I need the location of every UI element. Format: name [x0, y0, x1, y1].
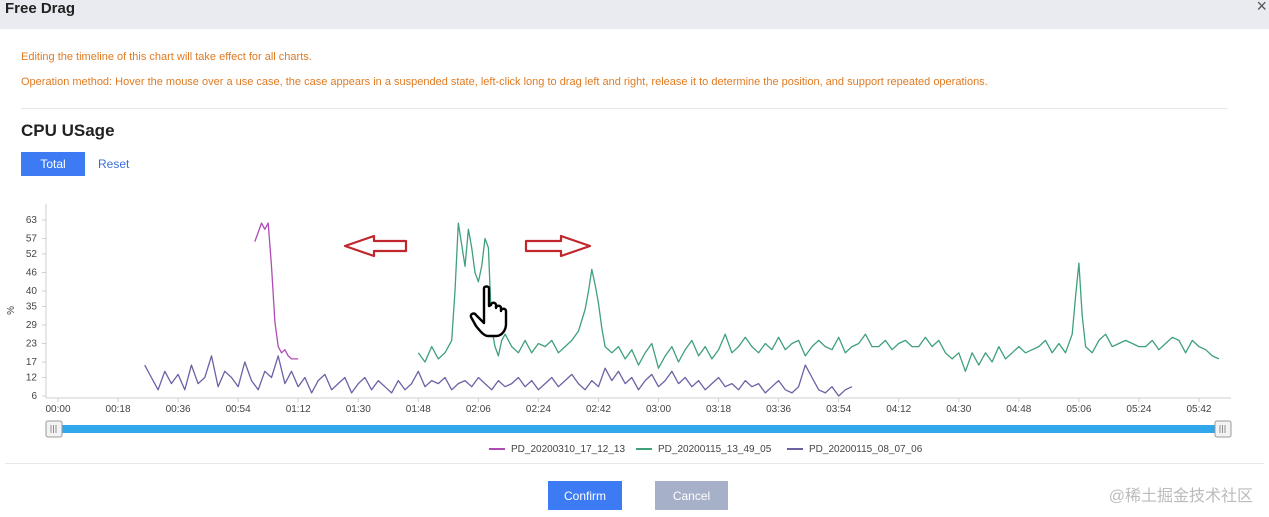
dialog-title: Free Drag: [5, 0, 76, 17]
x-tick-label: 03:00: [646, 404, 671, 415]
x-tick-label: 03:18: [706, 404, 731, 415]
y-tick-label: 12: [26, 372, 38, 383]
close-icon[interactable]: ×: [1256, 0, 1267, 16]
x-tick-label: 02:24: [526, 404, 551, 415]
x-tick-label: 04:30: [946, 404, 971, 415]
cancel-button[interactable]: Cancel: [655, 481, 728, 510]
x-tick-label: 01:12: [286, 404, 311, 415]
operation-note: Operation method: Hover the mouse over a…: [21, 76, 988, 88]
x-tick-label: 02:42: [586, 404, 611, 415]
slider-handle-right[interactable]: [1214, 420, 1232, 438]
x-tick-label: 00:54: [226, 404, 251, 415]
x-tick-label: 02:06: [466, 404, 491, 415]
watermark-text: @稀土掘金技术社区: [1108, 488, 1253, 505]
x-tick-label: 05:42: [1186, 404, 1211, 415]
hand-cursor-icon: [469, 285, 508, 338]
dialog-title-bar: [0, 0, 1269, 29]
x-tick-label: 01:30: [346, 404, 371, 415]
timeline-note: Editing the timeline of this chart will …: [21, 51, 312, 63]
y-tick-label: 29: [26, 320, 38, 331]
right-arrow-icon: [524, 234, 592, 258]
timeline-slider-track: [48, 425, 1230, 433]
legend-label: PD_20200310_17_12_13: [511, 444, 625, 455]
total-button[interactable]: Total: [21, 152, 85, 176]
x-tick-label: 04:12: [886, 404, 911, 415]
y-tick-label: 23: [26, 339, 38, 350]
reset-button[interactable]: Reset: [98, 157, 130, 171]
confirm-button[interactable]: Confirm: [548, 481, 622, 510]
cpu-usage-chart: 6 12 17 23 29 35 40 46 52 57 63% 00:00 00:18 00:36 00:…: [6, 204, 1232, 455]
legend-label: PD_20200115_13_49_05: [658, 444, 772, 455]
y-tick-label: 63: [26, 215, 38, 226]
y-tick-label: 17: [26, 357, 38, 368]
y-axis-label: %: [6, 306, 17, 315]
y-tick-label: 46: [26, 267, 38, 278]
left-arrow-icon: [343, 234, 408, 258]
x-tick-label: 05:06: [1066, 404, 1091, 415]
x-tick-label: 00:18: [106, 404, 131, 415]
series-line-PD_20200115_08_07_06: [144, 355, 853, 397]
x-tick-label: 05:24: [1126, 404, 1151, 415]
series-line-PD_20200115_13_49_05: [417, 222, 1220, 372]
y-tick-label: 35: [26, 301, 38, 312]
y-tick-label: 40: [26, 286, 38, 297]
section-title: CPU USage: [21, 121, 115, 140]
y-tick-label: 6: [31, 391, 37, 402]
x-tick-label: 04:48: [1006, 404, 1031, 415]
x-tick-label: 00:36: [166, 404, 191, 415]
x-tick-label: 00:00: [45, 404, 70, 415]
y-tick-label: 57: [26, 234, 38, 245]
y-tick-label: 52: [26, 249, 38, 260]
x-tick-label: 01:48: [406, 404, 431, 415]
header-divider: [21, 108, 1228, 109]
legend-label: PD_20200115_08_07_06: [809, 444, 923, 455]
x-tick-label: 03:36: [766, 404, 791, 415]
slider-handle-left[interactable]: [45, 420, 63, 438]
x-tick-label: 03:54: [826, 404, 851, 415]
footer-divider: [5, 463, 1264, 464]
series-line-PD_20200310_17_12_13: [254, 222, 299, 360]
